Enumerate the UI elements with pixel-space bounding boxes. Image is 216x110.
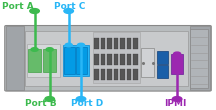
Circle shape bbox=[64, 9, 73, 13]
Bar bbox=[171, 54, 183, 74]
Circle shape bbox=[77, 43, 84, 47]
Bar bbox=[76, 47, 87, 74]
Text: IPMI: IPMI bbox=[164, 99, 187, 108]
Bar bbox=[120, 69, 125, 80]
Bar bbox=[93, 32, 140, 82]
Circle shape bbox=[31, 48, 38, 51]
Bar bbox=[94, 54, 99, 65]
Bar bbox=[25, 31, 188, 86]
Circle shape bbox=[173, 52, 181, 56]
Bar bbox=[101, 54, 105, 65]
FancyBboxPatch shape bbox=[5, 26, 211, 91]
Bar bbox=[157, 51, 168, 64]
Bar bbox=[107, 69, 112, 80]
Bar bbox=[27, 44, 60, 77]
Bar bbox=[157, 65, 168, 78]
Bar bbox=[114, 69, 118, 80]
Bar bbox=[28, 50, 41, 72]
Text: Port C: Port C bbox=[54, 2, 85, 11]
Bar bbox=[127, 38, 131, 50]
Circle shape bbox=[45, 97, 54, 101]
Bar bbox=[101, 69, 105, 80]
Text: Port A: Port A bbox=[2, 2, 34, 11]
Text: Port B: Port B bbox=[25, 99, 56, 108]
Bar bbox=[190, 26, 210, 90]
Bar bbox=[6, 26, 24, 90]
Circle shape bbox=[65, 43, 72, 47]
Circle shape bbox=[46, 48, 53, 51]
Bar bbox=[94, 38, 99, 50]
Bar bbox=[107, 54, 112, 65]
Bar bbox=[127, 69, 131, 80]
Bar bbox=[114, 38, 118, 50]
Bar bbox=[133, 54, 138, 65]
Bar bbox=[107, 38, 112, 50]
Bar bbox=[120, 54, 125, 65]
Bar bbox=[133, 69, 138, 80]
Circle shape bbox=[76, 97, 86, 101]
Bar bbox=[114, 54, 118, 65]
Bar bbox=[64, 47, 75, 74]
Circle shape bbox=[30, 9, 39, 13]
Bar bbox=[133, 38, 138, 50]
Bar bbox=[141, 48, 154, 77]
Circle shape bbox=[172, 97, 182, 101]
Bar bbox=[101, 38, 105, 50]
Bar bbox=[63, 45, 89, 76]
Text: Port D: Port D bbox=[71, 99, 103, 108]
Bar bbox=[190, 29, 208, 88]
Bar bbox=[120, 38, 125, 50]
Bar bbox=[94, 69, 99, 80]
Bar bbox=[127, 54, 131, 65]
Bar bbox=[43, 50, 56, 72]
